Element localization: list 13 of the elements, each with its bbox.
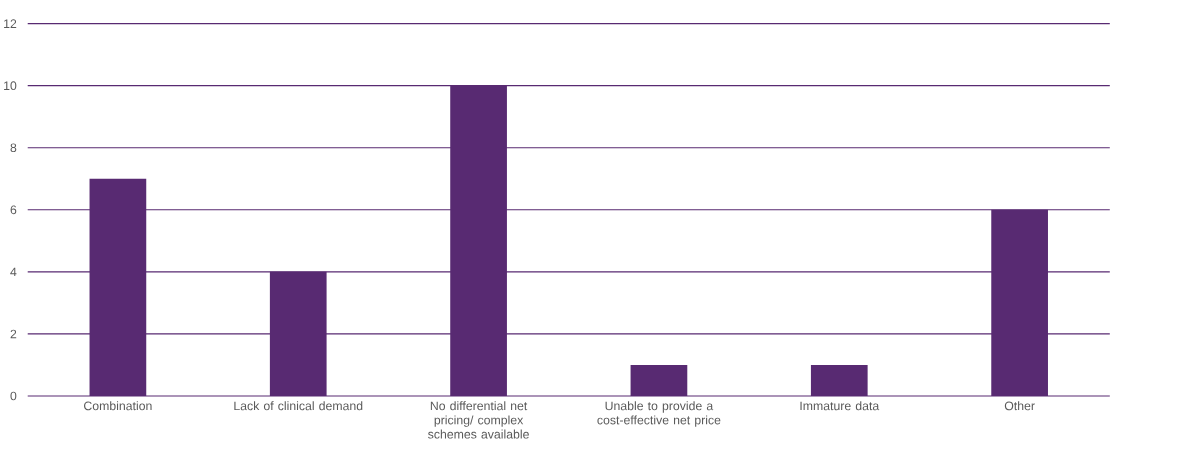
x-tick-label: Other (1004, 401, 1035, 411)
y-tick-label: 8 (10, 143, 17, 152)
x-tick-label: Combination (84, 401, 152, 411)
x-tick-label: Immature data (800, 401, 880, 411)
x-tick-label: No differential net pricing/ complex schemes available (428, 401, 529, 439)
y-tick-label: 4 (10, 267, 17, 276)
x-tick-label: Unable to provide a cost-effective net price (597, 401, 721, 427)
x-tick-label: Lack of clinical demand (234, 401, 363, 411)
y-tick-label: 6 (10, 205, 17, 214)
y-tick-label: 10 (4, 81, 17, 90)
y-tick-label: 12 (4, 19, 17, 28)
y-tick-label: 0 (10, 391, 17, 401)
y-tick-label: 2 (10, 329, 17, 339)
